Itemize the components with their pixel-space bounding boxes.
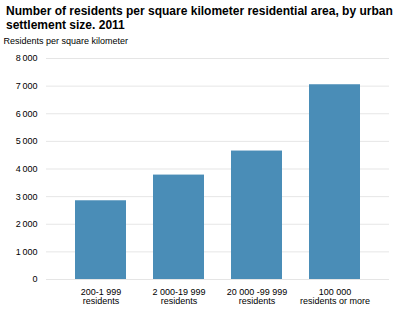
svg-text:1 000: 1 000 (16, 247, 38, 257)
svg-text:6 000: 6 000 (16, 109, 38, 119)
svg-text:100 000residents or more: 100 000residents or more (300, 287, 370, 306)
svg-text:20 000 -99 999residents: 20 000 -99 999residents (227, 287, 288, 306)
svg-text:8 000: 8 000 (16, 53, 38, 63)
svg-text:7 000: 7 000 (16, 81, 38, 91)
svg-text:5 000: 5 000 (16, 136, 38, 146)
svg-text:0: 0 (32, 274, 37, 284)
html-text:Number of residents per square: Number of residents per square kilometer… (6, 4, 393, 32)
svg-text:3 000: 3 000 (16, 192, 38, 202)
svg-text:200-1 999residents: 200-1 999residents (81, 287, 122, 306)
svg-text:2 000: 2 000 (16, 219, 38, 229)
svg-text:Residents per square kilometer: Residents per square kilometer (4, 36, 129, 46)
svg-text:4 000: 4 000 (16, 164, 38, 174)
svg-text:2 000-19 999residents: 2 000-19 999residents (152, 287, 205, 306)
